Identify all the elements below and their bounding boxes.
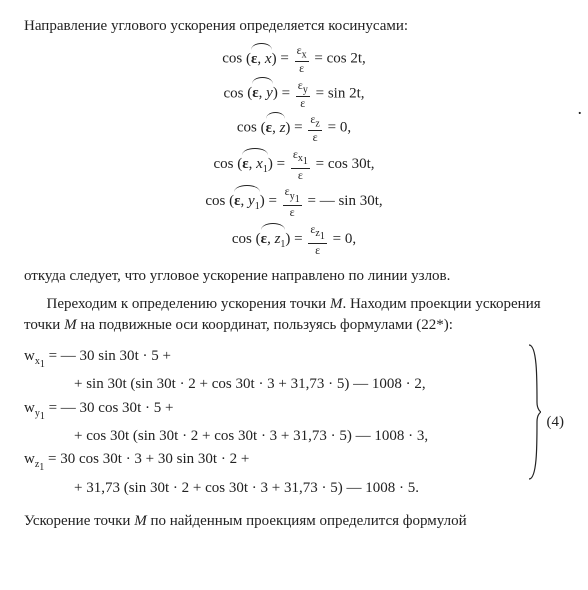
sys-line-3: wy1 = — 30 cos 30t · 5 +	[24, 398, 527, 424]
rhs: cos 30t,	[328, 156, 375, 172]
system-equation-4: wx1 = — 30 sin 30t · 5 + + sin 30t (sin …	[24, 343, 564, 501]
sys-line-6: + 31,73 (sin 30t · 2 + cos 30t · 3 + 31,…	[24, 478, 527, 498]
sys-line-1: wx1 = — 30 sin 30t · 5 +	[24, 346, 527, 372]
eq-cos-ey1: cos (ε, y1) = εy1ε = — sin 30t,	[24, 185, 564, 218]
system-lines: wx1 = — 30 sin 30t · 5 + + sin 30t (sin …	[24, 343, 527, 501]
eq-cos-ex1: cos (ε, x1) = εx1ε = cos 30t,	[24, 148, 564, 181]
rhs: 0,	[345, 231, 356, 247]
right-brace-icon	[527, 343, 541, 481]
cosine-equations: cos (ε, x) = εxε = cos 2t, cos (ε, y) = …	[24, 44, 564, 256]
mid-text-2: Переходим к определению ускорения точки …	[24, 294, 564, 335]
eq-cos-ex: cos (ε, x) = εxε = cos 2t,	[24, 44, 564, 74]
rhs: cos 2t,	[327, 51, 366, 67]
eq-cos-ez1: cos (ε, z1) = εz1ε = 0,	[24, 223, 564, 256]
eq-cos-ey: cos (ε, y) = εyε = sin 2t,	[24, 79, 564, 109]
rhs: — sin 30t,	[320, 193, 383, 209]
stray-dot: .	[578, 96, 583, 120]
eq-cos-ez: cos (ε, z) = εzε = 0,	[24, 113, 564, 143]
sys-line-5: wz1 = 30 cos 30t · 3 + 30 sin 30t · 2 +	[24, 449, 527, 475]
sys-line-2: + sin 30t (sin 30t · 2 + cos 30t · 3 + 3…	[24, 374, 527, 394]
intro-text: Направление углового ускорения определяе…	[24, 16, 564, 36]
outro-text: Ускорение точки M по найденным проекциям…	[24, 511, 564, 531]
equation-number: (4)	[541, 412, 565, 432]
rhs: 0,	[340, 120, 351, 136]
rhs: sin 2t,	[328, 85, 365, 101]
sys-line-4: + cos 30t (sin 30t · 2 + cos 30t · 3 + 3…	[24, 426, 527, 446]
mid-text-1: откуда следует, что угловое ускорение на…	[24, 266, 564, 286]
